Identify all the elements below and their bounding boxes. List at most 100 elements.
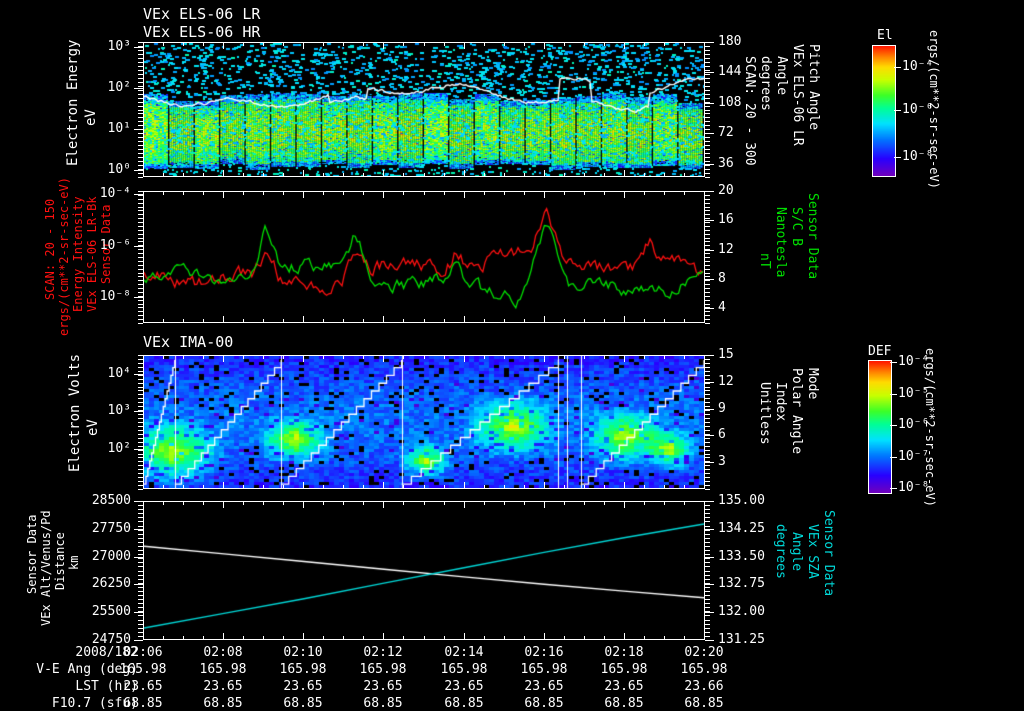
panel4-altitude-and-sza — [143, 501, 705, 640]
panel3-right-major-tick — [705, 382, 714, 383]
panel4-left-minor-tick — [138, 583, 143, 584]
panel3-xtick-bottom-minor — [403, 485, 404, 489]
panel2-xtick-bottom-minor — [143, 319, 144, 323]
panel1-left-minor-tick — [138, 161, 143, 162]
panel1-left-minor-tick — [138, 125, 143, 126]
panel2-right-minor-tick — [705, 284, 710, 285]
panel2-right-label-4: nT — [757, 253, 772, 269]
panel2-right-minor-tick — [705, 311, 710, 312]
panel1-left-minor-tick — [138, 145, 143, 146]
panel2-right-minor-tick — [705, 280, 710, 281]
panel1-title-hr: VEx ELS-06 HR — [143, 23, 261, 41]
panel3-left-minor-tick — [138, 442, 143, 443]
panel1-xtick-top-minor — [223, 42, 224, 46]
panel3-right-minor-tick — [705, 442, 710, 443]
panel2-xtick-top-minor — [143, 191, 144, 195]
panel1-left-minor-tick — [138, 102, 143, 103]
footer-row-value: 165.98 — [199, 662, 247, 677]
panel4-xtick-bottom-minor — [704, 636, 705, 640]
panel4-left-minor-tick — [138, 505, 143, 506]
panel2-xtick-top-minor — [363, 191, 364, 195]
footer-time-value: 02:16 — [524, 645, 564, 660]
panel4-right-minor-tick — [705, 534, 710, 535]
panel3-right-minor-tick — [705, 446, 710, 447]
panel3-xtick-bottom-minor — [303, 485, 304, 489]
panel2-left-minor-tick — [138, 203, 143, 204]
panel1-xtick-top-minor — [323, 42, 324, 46]
panel4-left-minor-tick — [138, 521, 143, 522]
panel4-right-minor-tick — [705, 550, 710, 551]
panel2-right-major-tick — [705, 279, 714, 280]
panel1-xtick-bottom-minor — [283, 173, 284, 177]
footer-row-value: 68.85 — [684, 696, 724, 711]
panel4-xtick-bottom-minor — [684, 636, 685, 640]
panel1-xtick-top-minor — [684, 42, 685, 46]
panel3-left-minor-tick — [138, 473, 143, 474]
footer-row-value: 23.65 — [524, 679, 564, 694]
panel4-xtick-top-minor — [584, 501, 585, 505]
panel3-right-minor-tick — [705, 375, 710, 376]
panel3-right-minor-tick — [705, 414, 710, 415]
panel2-left-minor-tick — [138, 296, 143, 297]
footer-row-value: 68.85 — [203, 696, 243, 711]
panel4-xtick-top-minor — [343, 501, 344, 505]
panel1-left-minor-tick — [138, 50, 143, 51]
panel2-xtick-top-minor — [604, 191, 605, 195]
panel1-right-minor-tick — [705, 145, 710, 146]
panel2-right-minor-tick — [705, 226, 710, 227]
panel3-right-minor-tick — [705, 450, 710, 451]
panel4-right-minor-tick — [705, 558, 710, 559]
colorbar1-tick — [894, 110, 901, 111]
panel2-xtick-bottom-minor — [624, 319, 625, 323]
panel4-right-minor-tick — [705, 530, 710, 531]
panel4-xtick-bottom-minor — [303, 636, 304, 640]
panel1-xtick-bottom-minor — [183, 173, 184, 177]
panel2-left-label-4: ergs/(cm**2-sr-sec-eV) — [57, 177, 71, 336]
panel3-right-minor-tick — [705, 473, 710, 474]
panel4-xtick-bottom-minor — [263, 636, 264, 640]
panel1-left-minor-tick — [138, 169, 143, 170]
panel4-right-minor-tick — [705, 583, 710, 584]
panel3-xtick-bottom-minor — [684, 485, 685, 489]
footer-row-value: 165.98 — [279, 662, 327, 677]
panel1-xtick-bottom-minor — [203, 173, 204, 177]
panel4-right-tick-label: 135.00 — [718, 493, 765, 508]
panel3-left-major-tick — [134, 374, 143, 375]
panel4-xtick-bottom-minor — [323, 636, 324, 640]
footer-time-value: 02:10 — [283, 645, 323, 660]
panel3-right-minor-tick — [705, 454, 710, 455]
panel1-right-minor-tick — [705, 117, 710, 118]
panel1-right-minor-tick — [705, 66, 710, 67]
panel2-energy-intensity-and-b-field — [143, 191, 705, 323]
panel1-left-major-tick — [134, 170, 143, 171]
panel1-xtick-top-minor — [484, 42, 485, 46]
panel2-left-tick-label: 10⁻⁶ — [99, 238, 131, 253]
panel3-right-tick-label: 15 — [718, 347, 734, 362]
panel4-right-minor-tick — [705, 501, 710, 502]
panel2-left-minor-tick — [138, 257, 143, 258]
panel1-xtick-bottom-minor — [363, 173, 364, 177]
panel3-xtick-bottom-minor — [424, 485, 425, 489]
panel2-right-minor-tick — [705, 245, 710, 246]
panel3-right-minor-tick — [705, 485, 710, 486]
footer-row-value: 68.85 — [444, 696, 484, 711]
panel4-right-minor-tick — [705, 517, 710, 518]
panel2-right-minor-tick — [705, 195, 710, 196]
panel4-right-tick-label: 132.00 — [718, 604, 765, 619]
panel2-left-major-tick — [134, 297, 143, 298]
panel1-left-minor-tick — [138, 117, 143, 118]
panel1-title-lr: VEx ELS-06 LR — [143, 5, 261, 23]
panel3-right-minor-tick — [705, 418, 710, 419]
panel3-xtick-top-minor — [584, 355, 585, 359]
panel3-xtick-bottom-minor — [564, 485, 565, 489]
panel2-left-minor-tick — [138, 214, 143, 215]
panel1-right-minor-tick — [705, 86, 710, 87]
panel2-left-minor-tick — [138, 319, 143, 320]
panel4-left-minor-tick — [138, 538, 143, 539]
panel4-right-minor-tick — [705, 554, 710, 555]
panel4-xtick-bottom-minor — [243, 636, 244, 640]
panel1-left-minor-tick — [138, 78, 143, 79]
panel3-left-minor-tick — [138, 367, 143, 368]
panel1-right-minor-tick — [705, 149, 710, 150]
